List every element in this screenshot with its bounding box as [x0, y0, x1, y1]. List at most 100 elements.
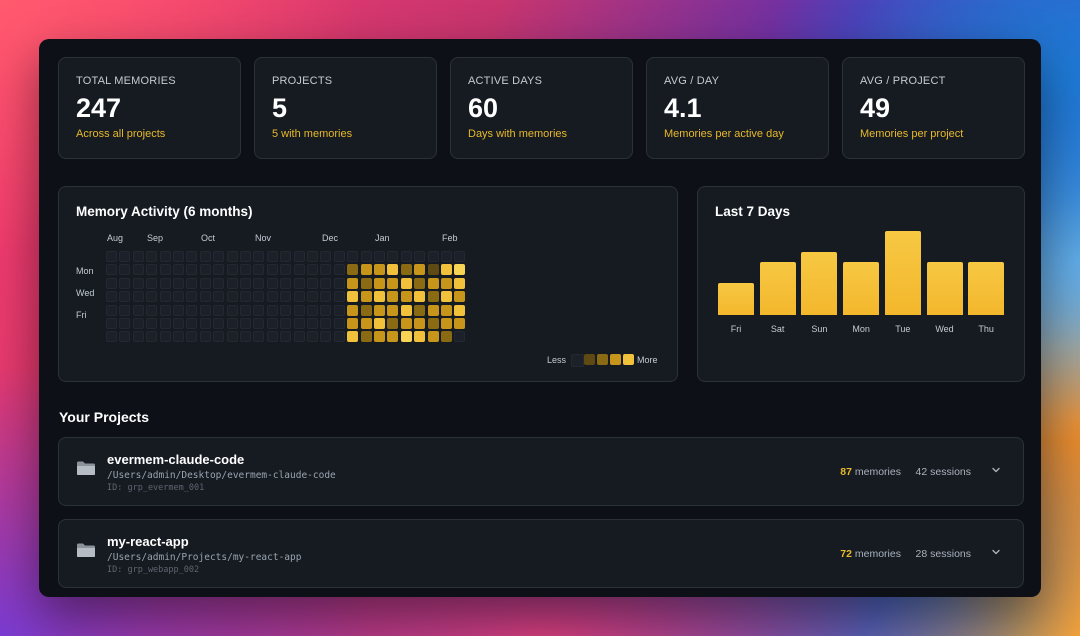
heatmap-cell — [159, 264, 171, 276]
stat-label: PROJECTS — [272, 75, 333, 87]
heatmap-cell — [347, 304, 359, 316]
heatmap-cell — [307, 318, 318, 329]
section-title: Your Projects — [59, 409, 149, 425]
stat-label: AVG / DAY — [664, 75, 720, 87]
heatmap-cell — [427, 318, 439, 329]
heatmap-cell — [307, 277, 318, 289]
dashboard-window: TOTAL MEMORIES 247 Across all projects P… — [39, 39, 1041, 597]
session-count: 42 sessions — [915, 466, 971, 478]
heatmap-cell — [119, 264, 131, 276]
heatmap-cell — [132, 331, 144, 343]
heatmap-cell — [374, 304, 385, 316]
legend-swatch — [584, 354, 595, 365]
heatmap-cell — [159, 291, 171, 303]
legend-more: More — [637, 355, 658, 365]
stat-card-avg-day: AVG / DAY 4.1 Memories per active day — [646, 57, 829, 159]
folder-icon — [77, 543, 95, 557]
heatmap-cell — [280, 304, 292, 316]
heatmap-cell — [146, 331, 158, 343]
heatmap-cell — [454, 277, 466, 289]
heatmap-cell — [173, 264, 184, 276]
heatmap-cell — [173, 291, 184, 303]
memory-count-label: memories — [854, 548, 901, 560]
heatmap-cell — [199, 251, 211, 262]
project-name: evermem-claude-code — [107, 452, 245, 467]
heatmap-cell — [159, 304, 171, 316]
heatmap-cell — [146, 304, 158, 316]
heatmap-cell — [387, 304, 399, 316]
heatmap-cell — [213, 251, 225, 262]
heatmap-cell — [253, 318, 265, 329]
heatmap-cell — [307, 291, 318, 303]
heatmap-cell — [146, 251, 158, 262]
stat-subtitle: Memories per active day — [664, 128, 784, 140]
heatmap-cell — [414, 331, 426, 343]
heatmap-cell — [280, 318, 292, 329]
heatmap-cell — [213, 291, 225, 303]
day-label: Wed — [76, 288, 95, 298]
bar-fri — [718, 283, 754, 315]
month-label: Oct — [201, 233, 216, 243]
project-id: ID: grp_webapp_002 — [107, 565, 200, 575]
bar-label: Thu — [978, 324, 994, 334]
heatmap-cell — [374, 291, 385, 303]
heatmap-cell — [173, 331, 184, 343]
heatmap-cell — [199, 318, 211, 329]
heatmap-cell — [199, 264, 211, 276]
heatmap-cell — [173, 277, 184, 289]
heatmap-cell — [186, 291, 198, 303]
heatmap-cell — [427, 264, 439, 276]
heatmap-cell — [106, 318, 117, 329]
chevron-down-icon[interactable] — [991, 465, 1001, 475]
heatmap-cell — [454, 251, 466, 262]
heatmap-cell — [186, 264, 198, 276]
heatmap-cell — [266, 318, 278, 329]
bar-mon — [843, 262, 880, 315]
heatmap-cell — [374, 264, 385, 276]
heatmap-cell — [186, 304, 198, 316]
panel-title: Memory Activity (6 months) — [76, 204, 253, 219]
stat-subtitle: Days with memories — [468, 128, 568, 140]
heatmap-cell — [454, 318, 466, 329]
bar-tue — [884, 231, 921, 315]
heatmap-cell — [186, 318, 198, 329]
heatmap-cell — [266, 264, 278, 276]
stat-card-projects: PROJECTS 5 5 with memories — [254, 57, 437, 159]
month-label: Feb — [442, 233, 458, 243]
heatmap-cell — [441, 318, 452, 329]
project-row[interactable]: my-react-app /Users/admin/Projects/my-re… — [58, 519, 1024, 588]
month-label: Aug — [107, 233, 124, 243]
heatmap-cell — [106, 291, 117, 303]
heatmap-cell — [173, 251, 184, 262]
heatmap-cell — [199, 291, 211, 303]
heatmap-cell — [146, 291, 158, 303]
bar-label: Tue — [895, 324, 911, 334]
heatmap-cell — [132, 277, 144, 289]
heatmap-cell — [387, 251, 399, 262]
heatmap-cell — [441, 251, 452, 262]
heatmap-cell — [360, 264, 372, 276]
chevron-down-icon[interactable] — [991, 547, 1001, 557]
heatmap-cell — [387, 331, 399, 343]
project-path: /Users/admin/Desktop/evermem-claude-code — [107, 470, 336, 481]
heatmap-cell — [226, 264, 238, 276]
heatmap-cell — [333, 264, 345, 276]
heatmap-cell — [213, 318, 225, 329]
heatmap-cell — [454, 331, 466, 343]
heatmap-cell — [106, 251, 117, 262]
bar-label: Sat — [770, 324, 785, 334]
heatmap-cell — [360, 304, 372, 316]
heatmap-cell — [307, 331, 318, 343]
heatmap-cell — [119, 251, 131, 262]
folder-icon — [77, 461, 95, 475]
stat-subtitle: 5 with memories — [272, 128, 353, 140]
bar-sun — [801, 252, 838, 315]
heatmap-cell — [347, 291, 359, 303]
heatmap-cell — [199, 331, 211, 343]
project-row[interactable]: evermem-claude-code /Users/admin/Desktop… — [58, 437, 1024, 506]
heatmap-cell — [106, 277, 117, 289]
month-label: Dec — [322, 233, 339, 243]
heatmap-cell — [293, 304, 305, 316]
heatmap-cell — [320, 264, 332, 276]
heatmap-cell — [280, 251, 292, 262]
